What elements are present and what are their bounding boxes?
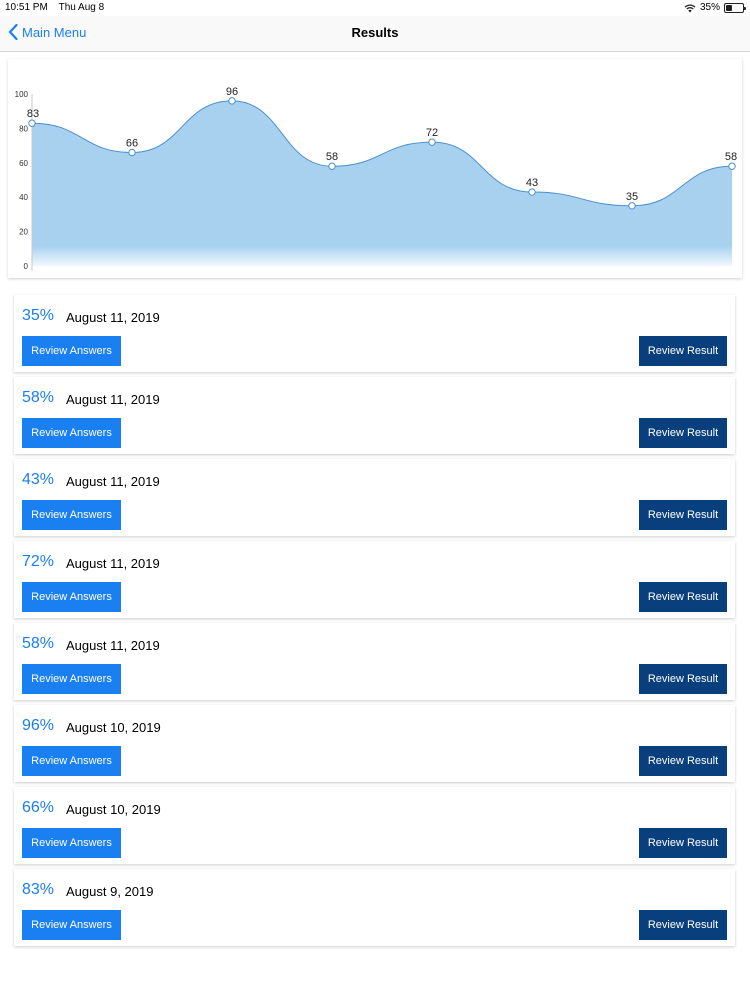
review-result-button[interactable]: Review Result: [639, 746, 727, 776]
result-score: 96%: [22, 717, 55, 734]
data-point: [728, 162, 736, 170]
result-card: 35% August 11, 2019 Review Answers Review R…: [14, 295, 735, 372]
status-left: 10:51 PM Thu Aug 8: [5, 1, 104, 15]
result-score: 58%: [22, 635, 55, 652]
battery-icon: [724, 3, 746, 13]
result-card: 58% August 11, 2019 Review Answers Review R…: [14, 623, 735, 700]
review-answers-button[interactable]: Review Answers: [22, 500, 121, 530]
review-answers-button[interactable]: Review Answers: [22, 828, 121, 858]
review-result-button[interactable]: Review Result: [639, 664, 727, 694]
chart-area-fill: [32, 100, 732, 266]
result-card: 72% August 11, 2019 Review Answers Review R…: [14, 541, 735, 618]
back-button-label: Main Menu: [22, 24, 87, 40]
data-point: [228, 97, 236, 105]
y-tick-label: 40: [19, 193, 28, 202]
data-point: [528, 188, 536, 196]
review-result-button[interactable]: Review Result: [639, 582, 727, 612]
area-chart: 0 20 40 60 80 100 83 66 96 58 72 43 35 58: [15, 86, 737, 271]
y-tick-label: 0: [24, 262, 29, 271]
data-label: 96: [226, 86, 238, 98]
y-tick-label: 80: [19, 124, 28, 133]
result-card: 66% August 10, 2019 Review Answers Review R…: [14, 787, 735, 864]
results-list: 35% August 11, 2019 Review Answers Review R…: [14, 295, 736, 951]
battery-level: [726, 5, 732, 11]
result-date: August 11, 2019: [66, 556, 160, 571]
status-right: 35%: [684, 1, 746, 15]
data-label: 83: [27, 108, 39, 120]
result-score: 58%: [22, 389, 55, 406]
result-card: 43% August 11, 2019 Review Answers Review R…: [14, 459, 735, 536]
result-date: August 11, 2019: [66, 474, 160, 489]
battery-percent: 35%: [699, 2, 720, 13]
result-score: 35%: [22, 307, 55, 324]
back-button[interactable]: Main Menu: [8, 24, 86, 40]
result-score: 66%: [22, 799, 55, 816]
data-point: [28, 119, 36, 127]
review-answers-button[interactable]: Review Answers: [22, 418, 121, 448]
result-card: 96% August 10, 2019 Review Answers Review R…: [14, 705, 735, 782]
chevron-left-icon: [8, 24, 18, 40]
data-label: 58: [725, 151, 737, 163]
result-date: August 9, 2019: [66, 884, 154, 899]
status-time: 10:51 PM: [5, 2, 48, 13]
result-score: 43%: [22, 471, 55, 488]
result-date: August 11, 2019: [66, 310, 160, 325]
wifi-icon: [684, 4, 696, 13]
review-answers-button[interactable]: Review Answers: [22, 746, 121, 776]
chart-line: [31, 100, 733, 207]
y-tick-label: 60: [19, 159, 28, 168]
review-result-button[interactable]: Review Result: [639, 910, 727, 940]
page-title: Results: [351, 25, 399, 40]
result-card: 58% August 11, 2019 Review Answers Review R…: [14, 377, 735, 454]
review-result-button[interactable]: Review Result: [639, 828, 727, 858]
result-date: August 10, 2019: [66, 720, 161, 735]
y-tick-label: 20: [19, 228, 28, 237]
data-label: 58: [326, 151, 338, 163]
data-point: [328, 162, 336, 170]
result-date: August 11, 2019: [66, 392, 160, 407]
results-chart: 0 20 40 60 80 100 83 66 96 58 72 43 35 58: [8, 59, 742, 278]
result-date: August 10, 2019: [66, 802, 161, 817]
data-label: 66: [126, 137, 138, 149]
status-date: Thu Aug 8: [58, 2, 105, 13]
result-score: 83%: [22, 881, 55, 898]
data-label: 43: [526, 177, 538, 189]
review-result-button[interactable]: Review Result: [639, 336, 727, 366]
review-answers-button[interactable]: Review Answers: [22, 910, 121, 940]
data-point: [428, 138, 436, 146]
navigation-bar: Main Menu Results: [0, 16, 750, 52]
data-label: 35: [626, 191, 638, 203]
review-result-button[interactable]: Review Result: [639, 500, 727, 530]
result-score: 72%: [22, 553, 55, 570]
data-label: 72: [426, 127, 438, 139]
review-answers-button[interactable]: Review Answers: [22, 664, 121, 694]
result-date: August 11, 2019: [66, 638, 160, 653]
review-result-button[interactable]: Review Result: [639, 418, 727, 448]
data-point: [128, 148, 136, 157]
status-bar: 10:51 PM Thu Aug 8 35%: [0, 0, 750, 16]
data-point: [628, 202, 636, 210]
y-tick-label: 100: [15, 90, 29, 99]
review-answers-button[interactable]: Review Answers: [22, 336, 121, 366]
result-card: 83% August 9, 2019 Review Answers Review Re…: [14, 869, 735, 946]
review-answers-button[interactable]: Review Answers: [22, 582, 121, 612]
